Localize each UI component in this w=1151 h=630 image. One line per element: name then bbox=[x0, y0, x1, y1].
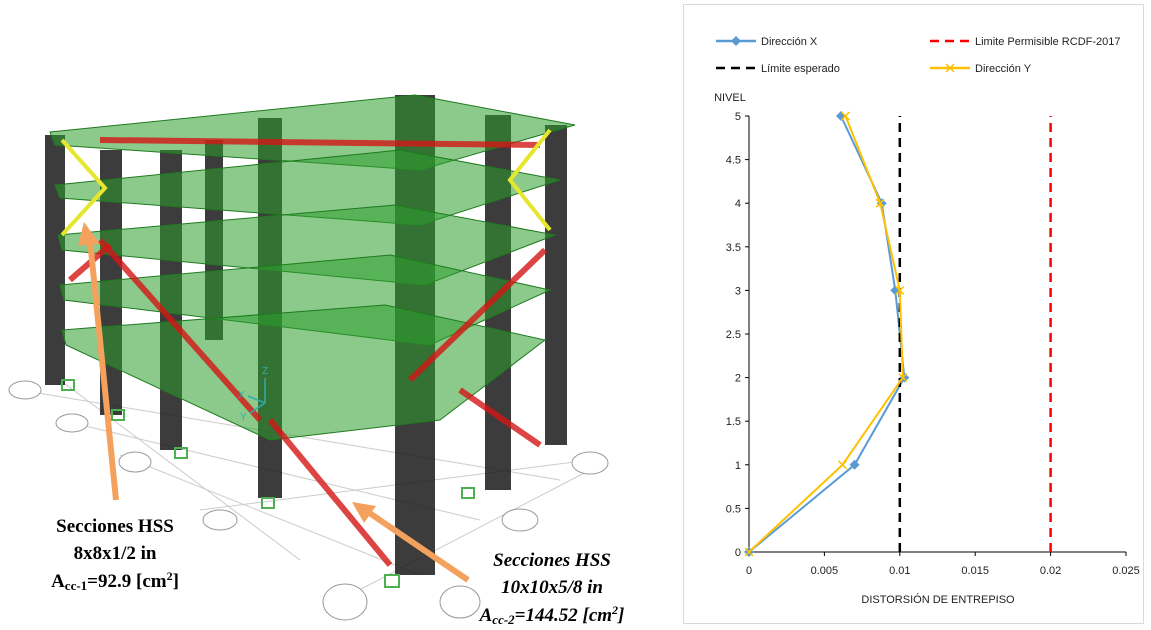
x-axis-title: DISTORSIÓN DE ENTREPISO bbox=[861, 593, 1015, 606]
y-axis-title: NIVEL bbox=[714, 92, 746, 104]
marker bbox=[744, 547, 754, 557]
axis-label: Y bbox=[240, 412, 247, 423]
braces bbox=[68, 137, 548, 567]
y-tick-label: 5 bbox=[735, 111, 741, 123]
series-line bbox=[748, 115, 904, 553]
marker bbox=[898, 373, 908, 383]
legend-marker bbox=[731, 36, 741, 46]
annotation-line: Acc-2=144.52 [cm2] bbox=[479, 603, 625, 627]
axis-triad bbox=[247, 378, 266, 414]
annotation-line: 8x8x1/2 in bbox=[74, 543, 157, 564]
annotation-line: Acc-1=92.9 [cm2] bbox=[51, 569, 179, 593]
y-tick-label: 2 bbox=[735, 373, 741, 385]
axis-label: Z bbox=[262, 366, 268, 377]
annotation-line: 10x10x5/8 in bbox=[501, 577, 603, 598]
y-tick-label: 4.5 bbox=[726, 155, 741, 167]
slabs bbox=[49, 94, 576, 441]
annotation-text: ] bbox=[173, 571, 179, 592]
marker bbox=[875, 198, 885, 208]
x-tick-label: 0 bbox=[746, 565, 752, 577]
x-tick-label: 0.015 bbox=[961, 565, 989, 577]
annotation-sub: cc-1 bbox=[65, 578, 87, 593]
marker bbox=[837, 460, 848, 470]
y-tick-label: 0.5 bbox=[726, 503, 741, 515]
x-tick-label: 0.005 bbox=[811, 565, 839, 577]
y-tick-label: 4 bbox=[735, 198, 741, 210]
arrows bbox=[78, 222, 470, 583]
x-tick-label: 0.01 bbox=[889, 565, 910, 577]
annotation-sup: 2 bbox=[167, 569, 173, 583]
structure-render: Z X Y Secciones HSS 8x8x1/2 in Acc-1=92.… bbox=[8, 94, 625, 627]
annotation-text: A bbox=[51, 571, 65, 592]
marker bbox=[840, 111, 851, 121]
axis-label: X bbox=[238, 390, 245, 401]
annotation-text: A bbox=[479, 605, 493, 626]
legend-marker bbox=[945, 63, 955, 73]
annotation-text: ] bbox=[617, 605, 624, 626]
y-tick-label: 1.5 bbox=[726, 416, 741, 428]
supports bbox=[61, 379, 475, 588]
grid-bubbles bbox=[8, 380, 609, 621]
annotation-text: =144.52 [cm bbox=[515, 605, 612, 626]
x-tick-label: 0.025 bbox=[1112, 565, 1140, 577]
y-tick-label: 1 bbox=[735, 460, 741, 472]
annotation-line: Secciones HSS bbox=[56, 516, 174, 537]
y-tick-label: 3 bbox=[735, 285, 741, 297]
chart: NIVEL DISTORSIÓN DE ENTREPISO 0 0.5 1 1.5 2 2… bbox=[683, 4, 1144, 624]
annotation-line: Secciones HSS bbox=[493, 550, 611, 571]
y-tick-label: 3.5 bbox=[726, 242, 741, 254]
annotation-sup: 2 bbox=[611, 603, 618, 617]
legend-label: Dirección Y bbox=[975, 63, 1032, 75]
x-tick-label: 0.02 bbox=[1040, 565, 1061, 577]
braces-upper bbox=[60, 128, 552, 237]
legend-label: Dirección X bbox=[761, 36, 818, 48]
y-tick-label: 0 bbox=[735, 547, 741, 559]
annotation-text: =92.9 [cm bbox=[87, 571, 167, 592]
marker bbox=[849, 459, 860, 470]
marker bbox=[895, 285, 905, 295]
legend-label: Limite Permisible RCDF-2017 bbox=[975, 36, 1121, 48]
chart-frame bbox=[683, 4, 1144, 624]
annotation-sub: cc-2 bbox=[492, 612, 515, 627]
legend-label: Límite esperado bbox=[761, 63, 840, 75]
y-tick-label: 2.5 bbox=[726, 329, 741, 341]
